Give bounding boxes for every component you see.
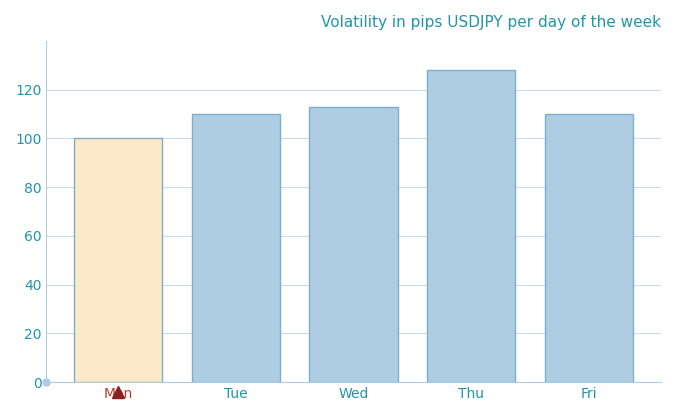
Bar xyxy=(74,139,162,382)
Bar xyxy=(310,106,397,382)
Bar xyxy=(545,114,633,382)
Bar xyxy=(192,114,280,382)
Text: Volatility in pips USDJPY per day of the week: Volatility in pips USDJPY per day of the… xyxy=(321,15,661,30)
Bar xyxy=(427,70,515,382)
